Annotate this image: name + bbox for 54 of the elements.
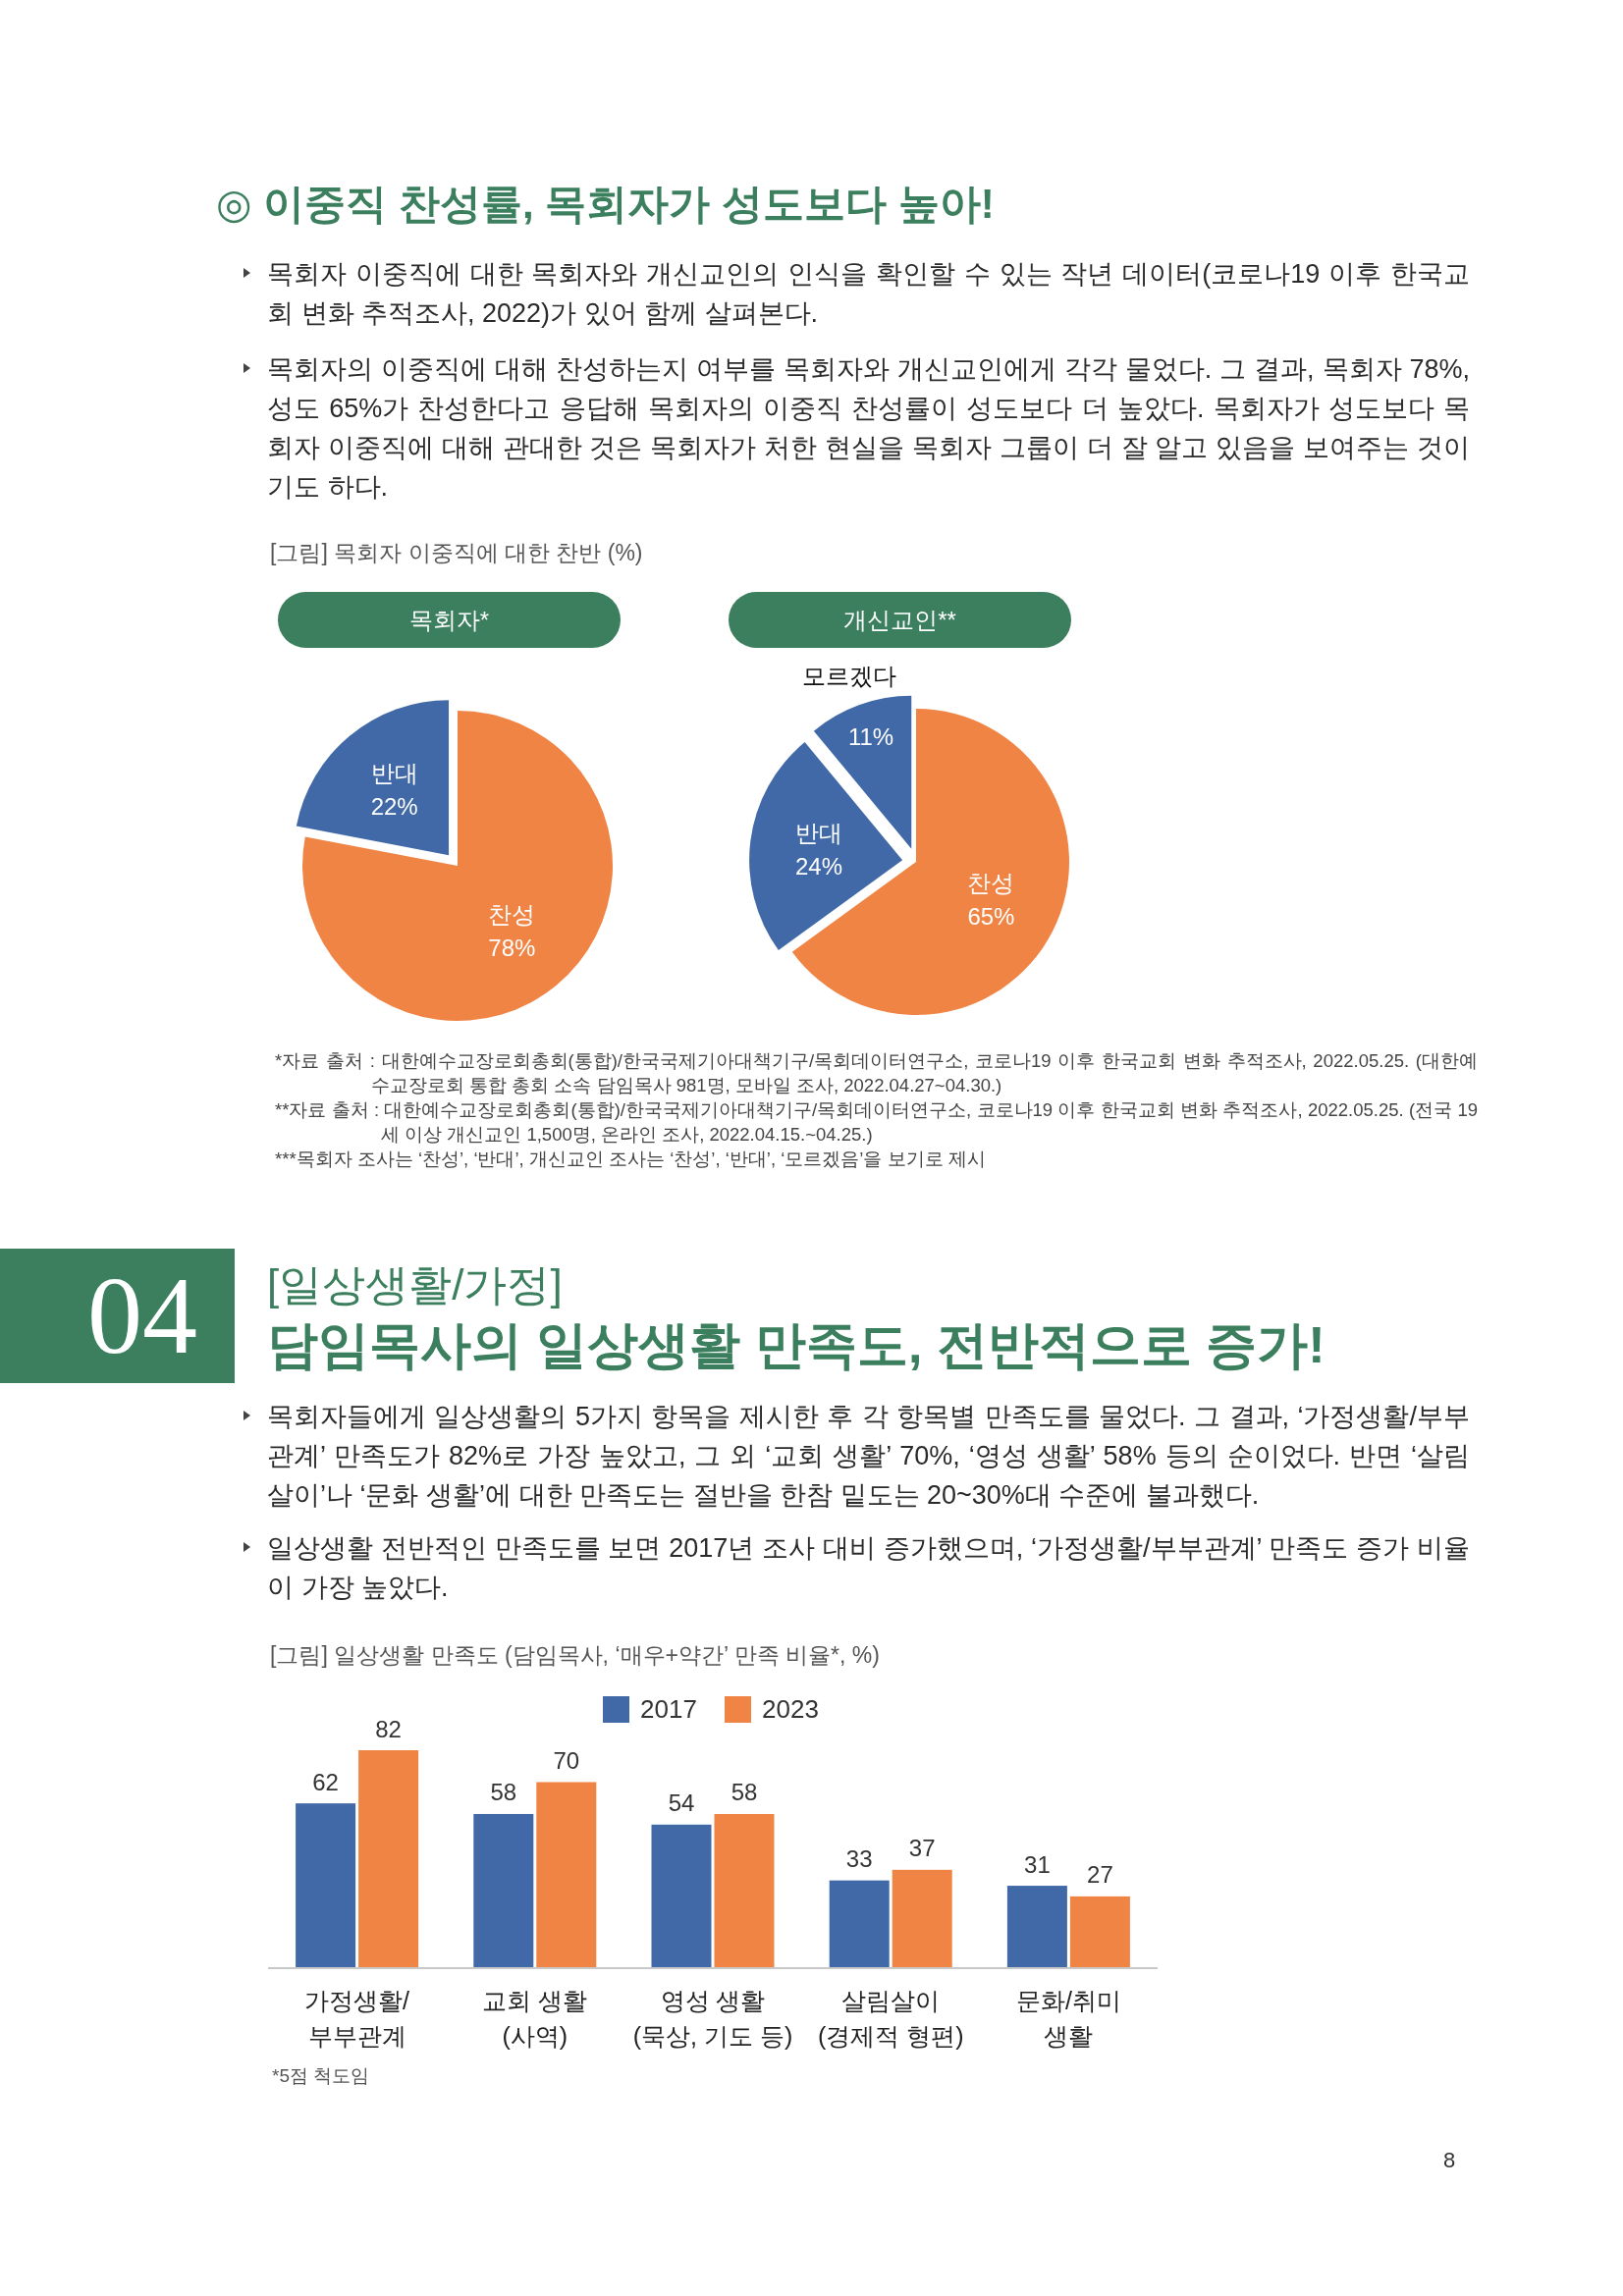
text: ***목회자 조사는 ‘찬성’, ‘반대’, 개신교인 조사는 ‘찬성’, ‘반대’, ‘모르겠음’을 보기로 제시 (275, 1148, 987, 1171)
text: [일상생활/가정] (267, 1259, 564, 1310)
data-label: 22% (370, 792, 418, 820)
slice-label: 모르겠다 (801, 663, 896, 690)
chart-title: 개신교인** (843, 607, 956, 633)
data-label: 70 (553, 1746, 580, 1774)
text: 8 (1443, 2147, 1457, 2174)
x-tick-label: 살림살이 (경제적 형편) (817, 1987, 964, 2050)
text: *자료 출처 : 대한예수교장로회총회(통합)/한국국제기아대책기구/목회데이터연구소, 코로나19 이후 한국교회 변화 추적조사, 2022.05.25. (대한예수교장로회 통합 총회 소속 담임목사 981명, 모바일 조사, 2022.04.27~04.30.) (275, 1049, 1478, 1097)
bar (1069, 1896, 1130, 1968)
data-label: 33 (845, 1845, 873, 1873)
x-tick-label: 교회 생활 (사역) (482, 1987, 588, 2050)
data-label: 27 (1087, 1861, 1113, 1889)
text: **자료 출처 : 대한예수교장로회총회(통합)/한국국제기아대책기구/목회데이터연구소, 코로나19 이후 한국교회 변화 추적조사, 2022.05.25. (전국 19세 이상 개신교인 1,500명, 온라인 조사, 2022.04.15.~04.25.) (275, 1098, 1478, 1147)
bar (473, 1813, 534, 1968)
data-label: 58 (490, 1779, 517, 1806)
chart-title: [그림] 일상생활 만족도 (담임목사, ‘매우+약간’ 만족 비율*, %) (270, 1641, 881, 1670)
slice-label: 찬성 (967, 870, 1015, 897)
data-label: 24% (794, 852, 843, 880)
slice-label: 반대 (370, 759, 418, 786)
data-label: 65% (967, 903, 1015, 931)
data-label: 31 (1024, 1850, 1051, 1878)
bar (892, 1869, 952, 1968)
data-label: 11% (847, 722, 894, 750)
bar (651, 1824, 712, 1968)
x-tick-label: 문화/취미 생활 (1015, 1987, 1121, 2050)
text: 04 (86, 1254, 198, 1378)
data-label: 37 (908, 1835, 936, 1862)
slice-label: 찬성 (488, 901, 536, 929)
text: 목회자의 이중직에 대해 찬성하는지 여부를 목회자와 개신교인에게 각각 물었다. 그 결과, 목회자 78%, 성도 65%가 찬성한다고 응답해 목회자의 이중직 찬성률이 성도보다 더 높았다. 목회자가 성도보다 목회자 이중직에 대해 관대한 것은 목회자가 처한 현실을 목회자 그룹이 더 잘 알고 있음을 보여주는 것이기도 하다. (267, 353, 1470, 504)
text: 담임목사의 일상생활 만족도, 전반적으로 증가! (267, 1315, 1326, 1375)
legend-label: 2017 (640, 1694, 697, 1724)
bar (829, 1880, 890, 1968)
bar (296, 1803, 356, 1968)
text: ◎ 이중직 찬성률, 목회자가 성도보다 높아! (216, 180, 996, 229)
bar (358, 1750, 419, 1968)
bar (536, 1782, 597, 1968)
text: 일상생활 전반적인 만족도를 보면 2017년 조사 대비 증가했으며, ‘가정생활/부부관계’ 만족도 증가 비율이 가장 높았다. (267, 1532, 1470, 1604)
chart-title: 목회자* (408, 607, 490, 633)
slice-label: 반대 (794, 819, 842, 846)
data-label: 62 (312, 1768, 339, 1795)
data-label: 78% (488, 934, 536, 962)
x-tick-label: 영성 생활 (묵상, 기도 등) (632, 1987, 793, 2050)
text: 목회자들에게 일상생활의 5가지 항목을 제시한 후 각 항목별 만족도를 물었다. 그 결과, ‘가정생활/부부관계’ 만족도가 82%로 가장 높았고, 그 외 ‘교회 생활’ 70%, ‘영성 생활’ 58% 등의 순이었다. 반면 ‘살림살이’나 ‘문화 생활’에 대한 만족도는 절반을 한참 밑도는 20~30%대 수준에 불과했다. (267, 1401, 1470, 1512)
text: 목회자 이중직에 대한 목회자와 개신교인의 인식을 확인할 수 있는 작년 데이터(코로나19 이후 한국교회 변화 추적조사, 2022)가 있어 함께 살펴본다. (267, 258, 1470, 330)
bar (1006, 1886, 1067, 1968)
text: [그림] 목회자 이중직에 대한 찬반 (%) (270, 539, 644, 567)
bar (714, 1813, 775, 1968)
data-label: 54 (668, 1789, 695, 1817)
x-tick-label: 가정생활/ 부부관계 (304, 1987, 410, 2050)
data-label: 58 (730, 1779, 758, 1806)
text: *5점 척도임 (272, 2064, 371, 2088)
legend-label: 2023 (762, 1694, 819, 1724)
data-label: 82 (375, 1715, 402, 1742)
